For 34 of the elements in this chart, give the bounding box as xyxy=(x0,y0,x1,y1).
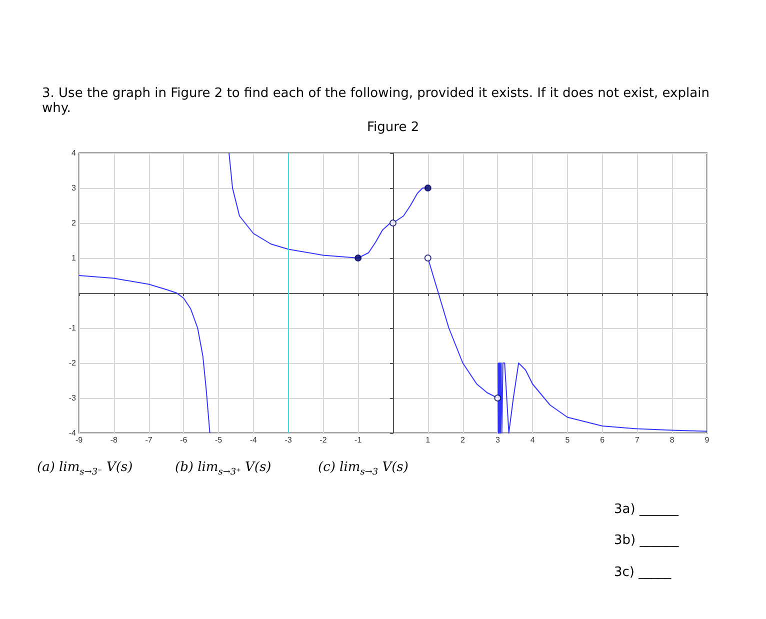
y-tick-label: -1 xyxy=(68,324,77,332)
x-tick-label: -7 xyxy=(145,436,153,444)
x-tick-label: 7 xyxy=(634,436,640,444)
x-tick-label: -5 xyxy=(214,436,223,444)
x-tick-label: 9 xyxy=(704,436,710,444)
y-tick-label: 2 xyxy=(72,218,77,228)
text: (b) lim$_{s→3⁺}$ V(s) xyxy=(175,460,272,478)
x-tick-label: 6 xyxy=(600,436,606,444)
text: 3. Use the graph in Figure 2 to find each of the following, provided it exists. If it does not exist, explain why. xyxy=(42,86,710,116)
x-tick-label: -1 xyxy=(354,436,362,444)
x-tick-label: 2 xyxy=(460,436,466,444)
x-tick-label: -3 xyxy=(284,436,292,444)
text: (c) lim$_{s→3}$ V(s) xyxy=(318,460,408,478)
y-tick-label: -2 xyxy=(68,358,77,368)
y-tick-label: 4 xyxy=(72,148,77,158)
x-tick-label: 4 xyxy=(530,436,536,444)
text: 3c) _____ xyxy=(614,565,672,580)
x-tick-label: -9 xyxy=(75,436,84,444)
x-tick-label: 5 xyxy=(565,436,570,444)
y-tick-label: 3 xyxy=(72,184,77,192)
x-tick-label: 1 xyxy=(426,436,431,444)
y-tick-label: 1 xyxy=(72,254,77,262)
y-tick-label: -4 xyxy=(68,428,77,438)
x-tick-label: 8 xyxy=(670,436,675,444)
x-tick-label: -6 xyxy=(180,436,188,444)
text: (a) lim$_{s→3⁻}$ V(s) xyxy=(37,460,133,478)
x-tick-label: -8 xyxy=(110,436,118,444)
y-tick-label: -3 xyxy=(68,394,77,402)
text: 3b) ______ xyxy=(614,533,679,548)
x-tick-label: -2 xyxy=(320,436,328,444)
chart-title: Figure 2 xyxy=(367,120,420,135)
text: 3a) ______ xyxy=(614,502,678,517)
x-tick-label: -4 xyxy=(250,436,258,444)
x-tick-label: 3 xyxy=(495,436,500,444)
